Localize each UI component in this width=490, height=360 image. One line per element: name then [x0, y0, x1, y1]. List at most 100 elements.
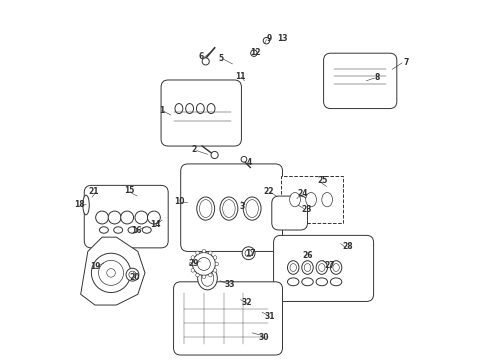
FancyBboxPatch shape [272, 196, 308, 230]
Ellipse shape [197, 267, 218, 290]
Ellipse shape [316, 278, 327, 286]
Ellipse shape [302, 261, 313, 274]
FancyBboxPatch shape [161, 80, 242, 146]
Circle shape [189, 262, 193, 266]
Text: 7: 7 [403, 58, 409, 67]
Circle shape [92, 253, 131, 293]
Circle shape [241, 157, 247, 162]
Ellipse shape [243, 197, 261, 220]
Ellipse shape [222, 200, 235, 217]
Text: 14: 14 [150, 220, 160, 229]
Text: 9: 9 [267, 34, 272, 43]
Ellipse shape [304, 264, 311, 271]
Circle shape [121, 211, 134, 224]
Circle shape [196, 273, 199, 277]
Text: 21: 21 [88, 187, 98, 196]
Ellipse shape [199, 200, 212, 217]
Ellipse shape [83, 195, 89, 215]
Ellipse shape [201, 270, 214, 286]
Text: 5: 5 [219, 54, 223, 63]
Ellipse shape [128, 227, 137, 233]
Text: 2: 2 [192, 145, 197, 154]
Circle shape [108, 211, 121, 224]
Text: 32: 32 [242, 298, 252, 307]
Ellipse shape [306, 193, 317, 207]
Text: 4: 4 [247, 158, 252, 167]
FancyBboxPatch shape [84, 185, 168, 248]
Text: 23: 23 [301, 205, 312, 214]
Text: 8: 8 [374, 73, 380, 82]
Circle shape [215, 262, 219, 266]
Ellipse shape [318, 264, 325, 271]
Circle shape [213, 269, 217, 272]
Text: 30: 30 [258, 333, 269, 342]
Ellipse shape [330, 261, 342, 274]
Circle shape [196, 251, 199, 255]
Ellipse shape [246, 200, 258, 217]
Ellipse shape [114, 227, 122, 233]
Circle shape [107, 269, 115, 277]
Circle shape [209, 273, 212, 277]
Ellipse shape [316, 261, 327, 274]
Circle shape [209, 251, 212, 255]
Ellipse shape [142, 227, 151, 233]
FancyBboxPatch shape [273, 235, 373, 301]
Ellipse shape [302, 278, 313, 286]
Circle shape [251, 50, 257, 57]
Text: 27: 27 [325, 261, 335, 270]
Text: 20: 20 [129, 273, 140, 282]
Circle shape [126, 268, 139, 281]
Text: 15: 15 [123, 186, 134, 195]
Text: 24: 24 [297, 189, 308, 198]
Ellipse shape [322, 193, 333, 207]
Text: 3: 3 [240, 202, 245, 211]
Ellipse shape [288, 261, 299, 274]
Text: 17: 17 [245, 249, 255, 258]
Ellipse shape [207, 104, 215, 113]
Text: 10: 10 [173, 197, 184, 206]
Text: 26: 26 [303, 251, 313, 260]
Circle shape [129, 271, 136, 278]
Circle shape [202, 249, 206, 253]
FancyBboxPatch shape [173, 282, 283, 355]
Ellipse shape [220, 197, 238, 220]
FancyBboxPatch shape [323, 53, 397, 109]
Circle shape [191, 256, 195, 259]
Ellipse shape [333, 264, 339, 271]
Circle shape [197, 257, 210, 270]
Circle shape [202, 275, 206, 279]
Circle shape [211, 152, 218, 158]
Ellipse shape [290, 264, 296, 271]
Text: 1: 1 [160, 106, 165, 115]
Text: 11: 11 [236, 72, 246, 81]
Bar [281, 176, 343, 223]
Ellipse shape [196, 104, 204, 113]
Text: 33: 33 [224, 280, 235, 289]
Text: 12: 12 [250, 48, 260, 57]
Ellipse shape [175, 104, 183, 113]
Circle shape [96, 211, 109, 224]
Text: 25: 25 [318, 176, 328, 185]
Polygon shape [81, 237, 145, 305]
Ellipse shape [330, 278, 342, 286]
Text: 22: 22 [263, 187, 273, 196]
Text: 28: 28 [343, 242, 353, 251]
Circle shape [98, 260, 123, 285]
Ellipse shape [186, 104, 194, 113]
Ellipse shape [197, 197, 215, 220]
Circle shape [242, 247, 255, 260]
FancyBboxPatch shape [181, 164, 283, 251]
Text: 16: 16 [131, 226, 141, 235]
Circle shape [191, 269, 195, 272]
Circle shape [213, 256, 217, 259]
Circle shape [202, 58, 209, 65]
Ellipse shape [290, 193, 300, 207]
Circle shape [263, 37, 270, 44]
Text: 6: 6 [199, 52, 204, 61]
Text: 19: 19 [91, 262, 101, 271]
Circle shape [147, 211, 160, 224]
Text: 13: 13 [277, 35, 288, 44]
Text: 29: 29 [188, 260, 198, 269]
Circle shape [135, 211, 148, 224]
Text: 18: 18 [74, 200, 85, 209]
